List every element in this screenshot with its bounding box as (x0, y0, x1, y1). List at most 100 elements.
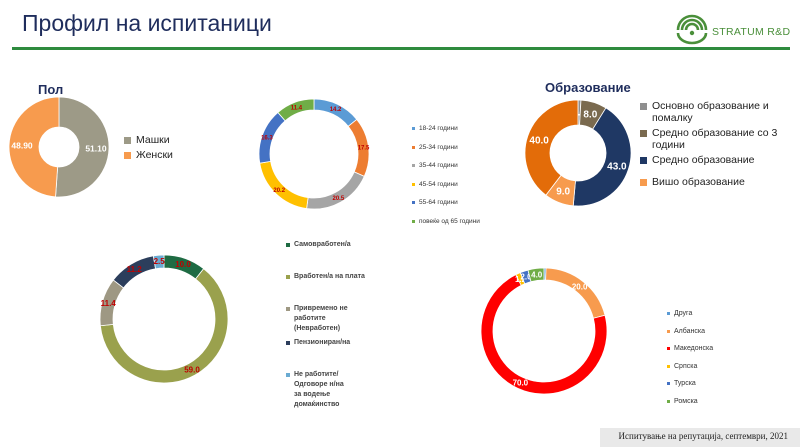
legend-item: 25-34 години (412, 144, 480, 151)
legend-item: Женски (124, 149, 173, 161)
data-label: 20.5 (332, 196, 344, 202)
legend-swatch (412, 145, 415, 149)
footer-text: Испитување на репутација, септември, 202… (618, 431, 788, 441)
legend-swatch (667, 399, 670, 403)
donut-slice (152, 254, 165, 270)
legend-swatch (286, 373, 290, 377)
ethnicity-chart: 20.0 70.0 1.22.0 4.0 (480, 267, 608, 395)
legend-label: Ромска (674, 397, 698, 405)
legend-label: Привремено не работите (Невработен) (294, 305, 348, 333)
data-label: 4.0 (531, 270, 543, 279)
legend-item: Албанска (667, 328, 713, 335)
legend-swatch (667, 382, 670, 385)
data-label: 1.2 (515, 275, 527, 284)
data-label: 11.2 (127, 265, 143, 274)
legend-label: повеќе од 65 години (419, 217, 480, 225)
gender-title: Пол (38, 82, 64, 97)
legend-label: Самовработен/а (294, 241, 351, 248)
data-label: 2.0 (520, 273, 532, 282)
legend-label: Пензиониран/на (294, 339, 351, 346)
data-label: 40.0 (529, 135, 549, 146)
legend-label: Македонска (674, 345, 714, 352)
legend-swatch (640, 157, 647, 164)
legend-label: 35-44 години (419, 162, 458, 169)
legend-label: 25-34 години (419, 143, 458, 151)
donut-slice (259, 160, 309, 209)
page-title: Профил на испитаници (22, 10, 272, 36)
donut-slice (572, 107, 632, 207)
ethnicity-legend: Друга Албанска Македонска Српска Турска … (667, 310, 713, 415)
legend-item: 18-24 години (412, 125, 480, 132)
footer-bar (600, 428, 800, 447)
title-rule (12, 47, 790, 50)
legend-label: Основно образование и помалку (652, 100, 769, 124)
legend-label: Вишо образование (652, 176, 745, 188)
legend-label: 55-64 години (419, 199, 458, 206)
data-label: 11.4 (291, 105, 303, 111)
data-label: 9.0 (556, 187, 570, 198)
legend-swatch (124, 152, 131, 159)
data-label: 14.2 (330, 107, 342, 113)
data-label: 17.5 (358, 146, 370, 152)
legend-item: Турска (667, 380, 713, 387)
education-chart: 0.98.0 43.0 9.0 40.0 (524, 99, 632, 207)
legend-label: Друга (674, 310, 693, 317)
legend-swatch (286, 275, 290, 279)
legend-item: Пензиониран/на (286, 338, 350, 348)
data-label: 10.0 (175, 260, 191, 269)
donut-slice (306, 171, 365, 210)
legend-item: 35-44 години (412, 162, 480, 169)
legend-swatch (286, 307, 290, 311)
data-label: 20.0 (572, 282, 588, 291)
data-label: 8.0 (583, 109, 597, 120)
legend-item: Ромска (667, 398, 713, 405)
legend-item: 55-64 години (412, 199, 480, 206)
legend-item: Машки (124, 134, 173, 146)
legend-item: Не работите/Одговоре н/на за водење дома… (286, 370, 352, 411)
data-label: 11.4 (101, 299, 117, 308)
legend-swatch (667, 347, 670, 350)
legend-item: Основно образование и помалку (640, 100, 790, 124)
logo-text: STRATUM R&D (712, 26, 791, 38)
legend-item: Самовработен/а (286, 240, 351, 250)
data-label: 59.0 (184, 366, 200, 375)
legend-swatch (412, 182, 415, 186)
legend-label: 45-54 години (419, 180, 458, 188)
legend-label: Машки (136, 134, 170, 146)
donut-slice (545, 267, 606, 319)
legend-label: Српска (674, 362, 698, 370)
legend-swatch (640, 179, 647, 186)
legend-item: Привремено не работите (Невработен) (286, 304, 362, 334)
legend-label: Албанска (674, 327, 705, 335)
legend-item: Друга (667, 310, 713, 317)
legend-swatch (412, 164, 415, 167)
legend-label: Турска (674, 380, 696, 387)
legend-swatch (640, 103, 647, 110)
data-label: 16.3 (261, 135, 273, 141)
legend-item: Средно образование (640, 154, 790, 166)
legend-swatch (640, 130, 647, 137)
legend-item: Средно образование со 3 години (640, 127, 790, 151)
legend-item: Вишо образование (640, 176, 790, 188)
legend-swatch (286, 341, 290, 345)
legend-swatch (412, 127, 415, 130)
age-legend: 18-24 години 25-34 години 35-44 години 4… (412, 125, 480, 236)
legend-label: Средно образование (652, 154, 755, 166)
legend-swatch (667, 329, 670, 333)
stratum-logo-icon (676, 14, 708, 45)
data-label: 20.2 (273, 188, 285, 194)
data-label: 2.5 (154, 257, 166, 266)
legend-item: Вработен/а на плата (286, 272, 365, 282)
gender-chart: 51.10 48.90 (8, 96, 110, 198)
donut-slice (8, 96, 60, 198)
legend-item: Српска (667, 363, 713, 370)
legend-item: повеќе од 65 години (412, 218, 480, 225)
donut-slice (55, 96, 110, 198)
legend-item: 45-54 години (412, 181, 480, 188)
data-label: 43.0 (607, 161, 627, 172)
donut-slice (527, 267, 545, 283)
legend-swatch (667, 312, 670, 315)
legend-swatch (412, 219, 415, 223)
employment-chart: 10.0 59.0 11.4 11.2 2.5 (99, 254, 229, 384)
legend-item: Македонска (667, 345, 713, 352)
